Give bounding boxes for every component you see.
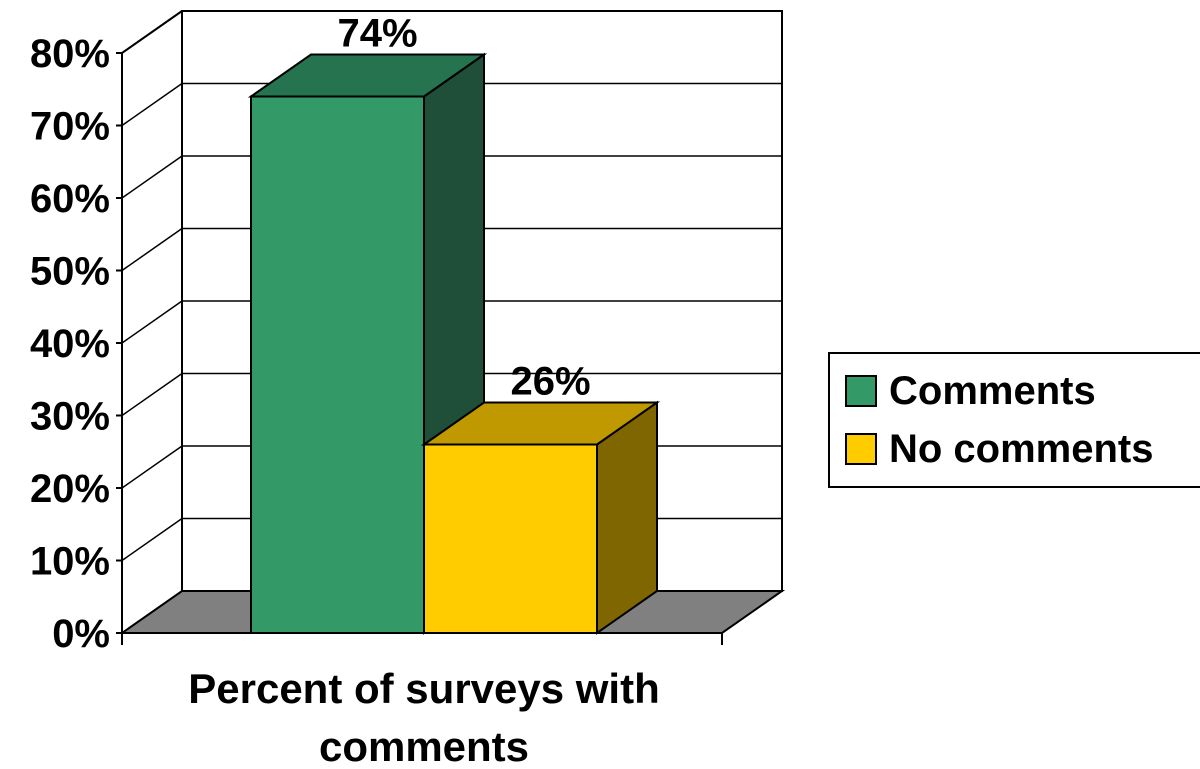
y-tick-label: 0% bbox=[52, 612, 110, 656]
y-tick-label: 60% bbox=[30, 177, 110, 221]
y-tick-label: 50% bbox=[30, 250, 110, 294]
y-tick-label: 20% bbox=[30, 467, 110, 511]
bars bbox=[247, 52, 661, 635]
x-axis-label-line-1: Percent of surveys with bbox=[188, 665, 660, 712]
bar-no-comments bbox=[423, 443, 598, 634]
legend-box bbox=[828, 352, 1200, 488]
legend-label-comments: Comments bbox=[889, 369, 1096, 413]
y-tick-label: 70% bbox=[30, 105, 110, 149]
y-tick-label: 10% bbox=[30, 540, 110, 584]
legend-swatch-no-comments bbox=[845, 433, 877, 465]
legend: Comments No comments bbox=[828, 352, 1200, 488]
x-axis-label-line-2: comments bbox=[319, 723, 529, 769]
y-axis: 0% 10% 20% 30% 40% 50% 60% 70% 80% bbox=[30, 32, 723, 656]
bar-comments bbox=[250, 95, 425, 634]
gridline-diagonal bbox=[121, 445, 183, 489]
y-tick-label: 80% bbox=[30, 32, 110, 76]
gridline-diagonal bbox=[121, 82, 183, 127]
legend-label-no-comments: No comments bbox=[889, 427, 1154, 471]
gridline-diagonal bbox=[121, 517, 183, 562]
data-labels: 74% 26% bbox=[337, 12, 590, 404]
data-label-no-comments: 26% bbox=[510, 360, 590, 404]
gridline-diagonal bbox=[121, 155, 183, 199]
gridline-diagonal bbox=[121, 372, 183, 417]
y-tick-label: 30% bbox=[30, 395, 110, 439]
legend-swatch-comments bbox=[845, 375, 877, 407]
gridline-diagonal bbox=[121, 227, 183, 272]
data-label-comments: 74% bbox=[337, 12, 417, 56]
y-tick-label: 40% bbox=[30, 322, 110, 366]
gridline-diagonal bbox=[121, 300, 183, 344]
gridline-diagonal bbox=[121, 10, 183, 54]
